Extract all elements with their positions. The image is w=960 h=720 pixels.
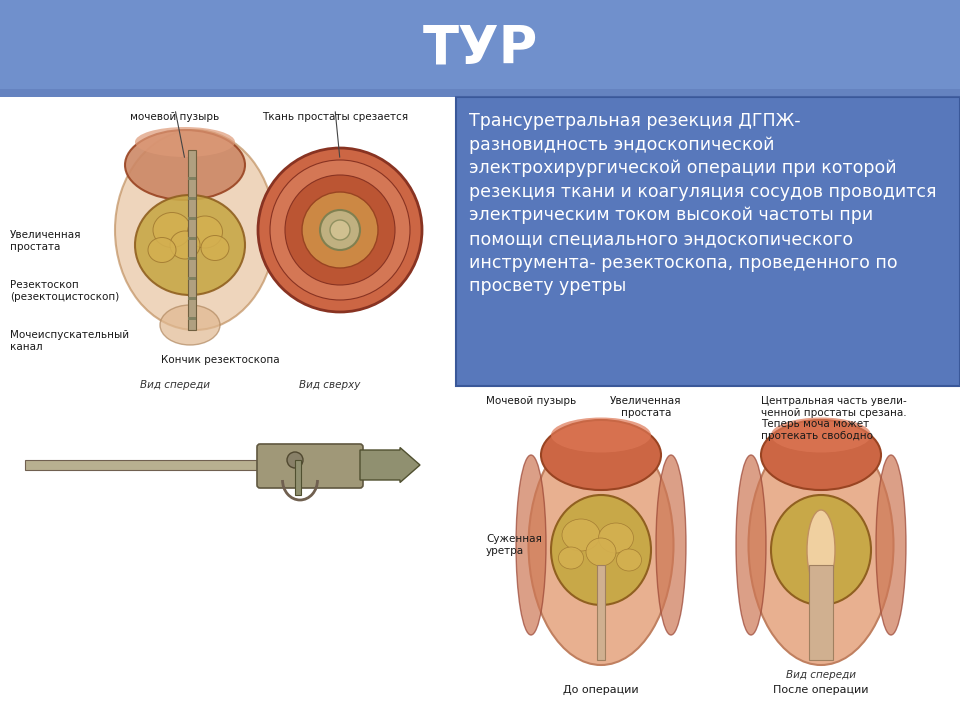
Text: Кончик резектоскопа: Кончик резектоскопа [160,355,279,365]
Ellipse shape [125,130,245,200]
Ellipse shape [115,130,275,330]
Ellipse shape [148,238,176,263]
Ellipse shape [586,538,616,566]
Ellipse shape [516,455,546,635]
Text: Мочевой пузырь: Мочевой пузырь [486,396,576,406]
Bar [0,0,960,97]
Text: Увеличенная
простата: Увеличенная простата [611,396,682,418]
Circle shape [330,220,350,240]
Ellipse shape [656,455,686,635]
Bar [188,317,196,320]
Ellipse shape [771,495,871,605]
Ellipse shape [771,418,871,452]
Ellipse shape [529,425,674,665]
Circle shape [285,175,395,285]
Ellipse shape [160,305,220,345]
Bar [188,257,196,260]
Text: Резектоскоп
(резектоцистоскоп): Резектоскоп (резектоцистоскоп) [10,280,119,302]
Ellipse shape [736,455,766,635]
Text: Центральная часть увели-
ченной простаты срезана.
Теперь моча может
протекать св: Центральная часть увели- ченной простаты… [761,396,907,441]
Text: Вид спереди: Вид спереди [786,670,856,680]
Bar [188,177,196,180]
Text: Ткань простаты срезается: Ткань простаты срезается [262,112,408,122]
Ellipse shape [153,212,191,248]
Text: мочевой пузырь: мочевой пузырь [131,112,220,122]
Bar [456,97,960,386]
Ellipse shape [562,519,600,551]
FancyBboxPatch shape [257,444,363,488]
Ellipse shape [551,418,651,452]
Bar [25,460,315,470]
Circle shape [320,210,360,250]
Bar [451,97,960,720]
Ellipse shape [876,455,906,635]
Ellipse shape [135,195,245,295]
Ellipse shape [616,549,641,571]
Ellipse shape [559,547,584,569]
Bar [188,217,196,220]
Ellipse shape [541,420,661,490]
Text: Трансуретральная резекция ДГПЖ-
разновидность эндоскопической
электрохирургическ: Трансуретральная резекция ДГПЖ- разновид… [469,112,937,295]
Ellipse shape [201,235,229,261]
Ellipse shape [187,216,223,248]
Text: Мочеиспускательный
канал: Мочеиспускательный канал [10,330,130,351]
Ellipse shape [551,495,651,605]
Text: После операции: После операции [773,685,869,695]
Ellipse shape [761,420,881,490]
Text: Суженная
уретра: Суженная уретра [486,534,541,556]
Bar [0,97,451,720]
Text: Вид спереди: Вид спереди [140,380,210,390]
Bar [597,565,605,660]
Bar [188,297,196,300]
Text: Увеличенная
простата: Увеличенная простата [10,230,82,251]
Bar [188,197,196,200]
Ellipse shape [807,510,835,590]
FancyArrow shape [360,448,420,482]
Text: ТУР: ТУР [422,22,538,74]
Ellipse shape [170,231,200,259]
Circle shape [302,192,378,268]
Bar [295,460,301,495]
Bar [188,277,196,280]
Circle shape [270,160,410,300]
Text: До операции: До операции [564,685,638,695]
Circle shape [287,452,303,468]
Bar [188,150,196,330]
Circle shape [258,148,422,312]
Ellipse shape [749,425,894,665]
Bar [0,89,960,97]
Text: Вид сверху: Вид сверху [300,380,361,390]
Bar [809,565,833,660]
Ellipse shape [598,523,634,553]
Bar [188,237,196,240]
Ellipse shape [135,127,235,157]
